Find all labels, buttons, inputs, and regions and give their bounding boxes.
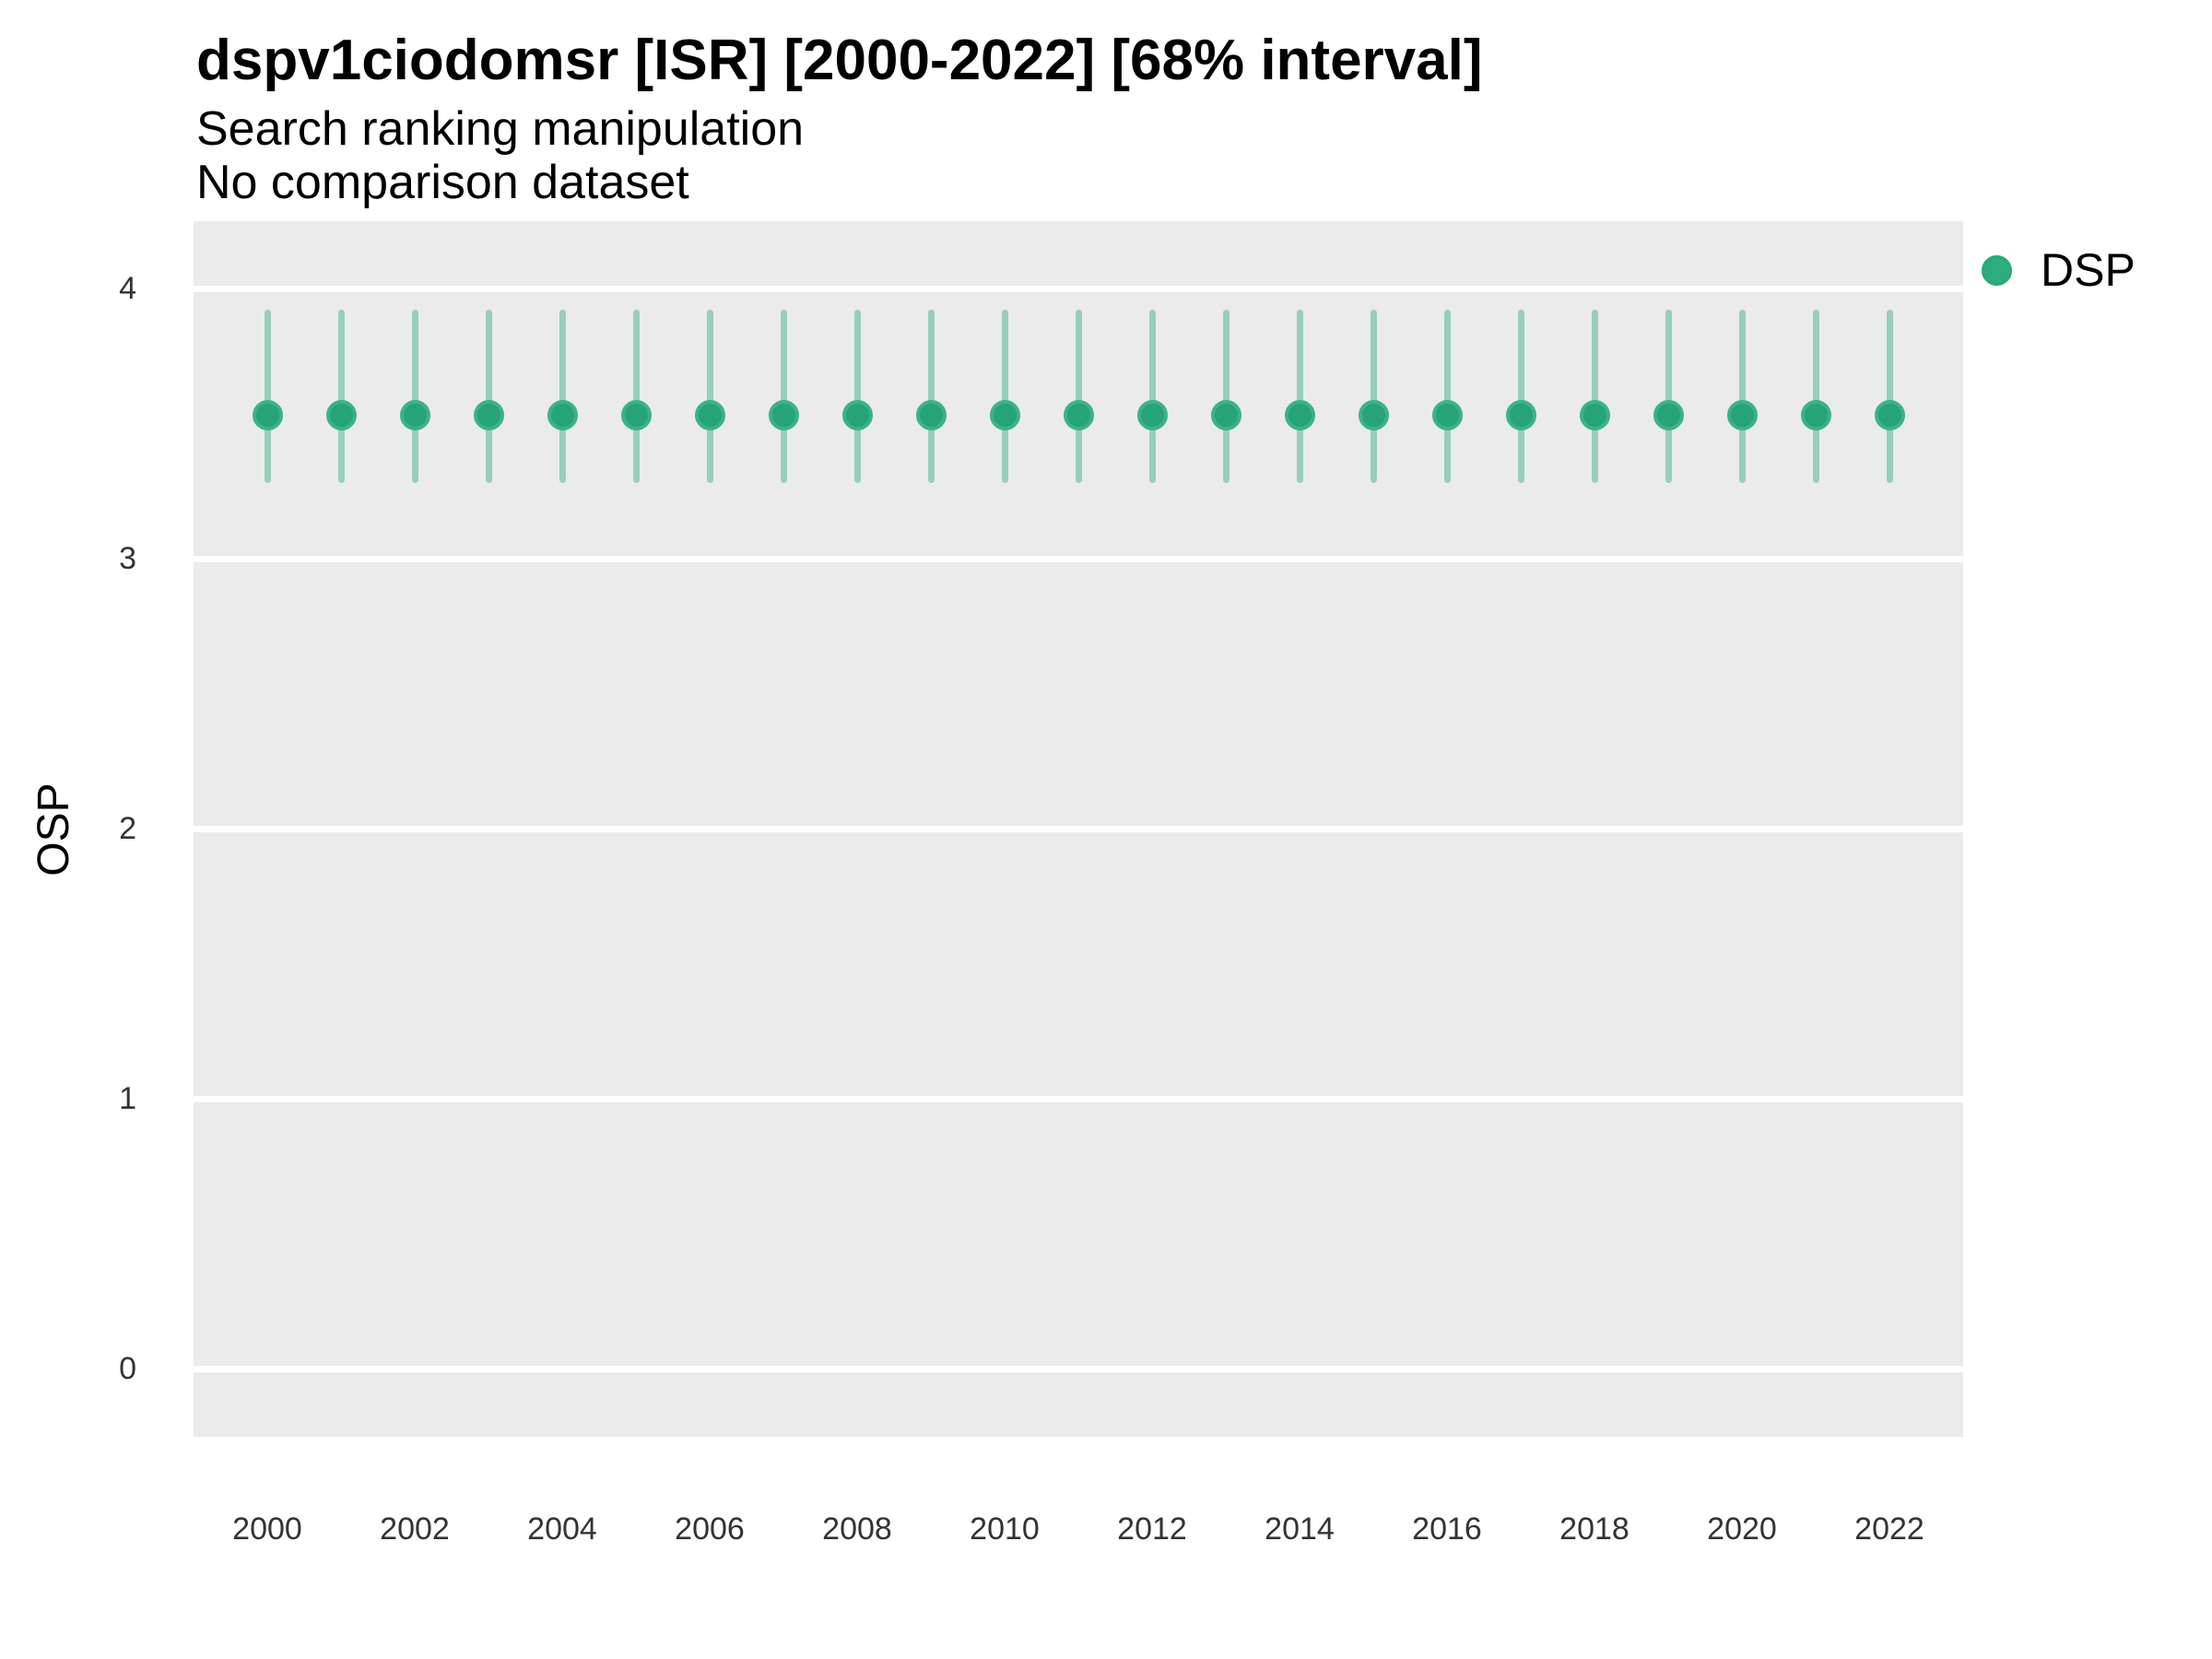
interval-line-2002 xyxy=(411,310,418,483)
point-dot-2017 xyxy=(1505,400,1536,431)
x-tick-label-2016: 2016 xyxy=(1412,1512,1482,1547)
x-tick-label-2010: 2010 xyxy=(970,1512,1040,1547)
interval-line-2012 xyxy=(1148,310,1156,483)
x-tick-label-2006: 2006 xyxy=(675,1512,745,1547)
point-dot-2007 xyxy=(768,400,799,431)
point-dot-2001 xyxy=(325,400,357,431)
interval-line-2003 xyxy=(485,310,492,483)
legend-label: DSP xyxy=(2041,244,2136,296)
point-dot-2008 xyxy=(841,400,873,431)
interval-line-2009 xyxy=(927,310,935,483)
gridline-y-3 xyxy=(194,555,1963,562)
point-dot-2010 xyxy=(989,400,1020,431)
point-dot-2013 xyxy=(1210,400,1241,431)
point-dot-2012 xyxy=(1136,400,1168,431)
interval-line-2022 xyxy=(1886,310,1893,483)
point-dot-2016 xyxy=(1431,400,1463,431)
interval-line-2015 xyxy=(1370,310,1377,483)
interval-line-2011 xyxy=(1075,310,1082,483)
interval-line-2010 xyxy=(1001,310,1008,483)
point-dot-2020 xyxy=(1726,400,1758,431)
point-dot-2011 xyxy=(1063,400,1094,431)
point-dot-2018 xyxy=(1579,400,1610,431)
gridline-y-1 xyxy=(194,1095,1963,1102)
interval-line-2013 xyxy=(1222,310,1230,483)
x-tick-label-2012: 2012 xyxy=(1117,1512,1187,1547)
point-dot-2009 xyxy=(915,400,947,431)
point-dot-2000 xyxy=(252,400,283,431)
y-tick-label-2: 2 xyxy=(119,811,136,846)
interval-line-2007 xyxy=(780,310,787,483)
point-dot-2022 xyxy=(1874,400,1905,431)
x-tick-label-2004: 2004 xyxy=(527,1512,597,1547)
x-tick-label-2014: 2014 xyxy=(1265,1512,1335,1547)
legend-point-icon xyxy=(1982,254,2012,286)
chart-note: No comparison dataset xyxy=(196,156,689,209)
y-tick-label-4: 4 xyxy=(119,271,136,306)
x-tick-label-2000: 2000 xyxy=(232,1512,302,1547)
interval-line-2019 xyxy=(1665,310,1672,483)
interval-line-2014 xyxy=(1296,310,1303,483)
interval-line-2004 xyxy=(559,310,566,483)
interval-line-2016 xyxy=(1443,310,1451,483)
interval-line-2020 xyxy=(1738,310,1746,483)
point-dot-2003 xyxy=(473,400,504,431)
y-tick-label-1: 1 xyxy=(119,1081,136,1116)
legend: DSP xyxy=(1982,247,2136,293)
interval-line-2001 xyxy=(337,310,345,483)
interval-line-2000 xyxy=(264,310,271,483)
x-tick-label-2002: 2002 xyxy=(380,1512,450,1547)
x-tick-label-2022: 2022 xyxy=(1854,1512,1924,1547)
point-dot-2019 xyxy=(1653,400,1684,431)
point-dot-2021 xyxy=(1800,400,1831,431)
y-tick-label-3: 3 xyxy=(119,541,136,576)
x-tick-label-2020: 2020 xyxy=(1707,1512,1777,1547)
point-dot-2004 xyxy=(547,400,578,431)
interval-line-2018 xyxy=(1591,310,1598,483)
gridline-y-2 xyxy=(194,825,1963,832)
interval-line-2008 xyxy=(853,310,861,483)
interval-line-2021 xyxy=(1812,310,1819,483)
y-tick-label-0: 0 xyxy=(119,1351,136,1386)
point-dot-2002 xyxy=(399,400,430,431)
interval-line-2005 xyxy=(632,310,640,483)
point-dot-2015 xyxy=(1358,400,1389,431)
point-dot-2006 xyxy=(694,400,725,431)
x-tick-label-2008: 2008 xyxy=(822,1512,892,1547)
point-dot-2014 xyxy=(1284,400,1315,431)
gridline-y-4 xyxy=(194,285,1963,292)
interval-line-2006 xyxy=(706,310,713,483)
x-tick-label-2018: 2018 xyxy=(1559,1512,1630,1547)
point-dot-2005 xyxy=(620,400,652,431)
chart-title: dspv1ciodomsr [ISR] [2000-2022] [68% int… xyxy=(196,29,1483,92)
plot-panel xyxy=(194,221,1963,1437)
interval-line-2017 xyxy=(1517,310,1524,483)
chart-subtitle: Search ranking manipulation xyxy=(196,102,805,156)
gridline-y-0 xyxy=(194,1365,1963,1372)
